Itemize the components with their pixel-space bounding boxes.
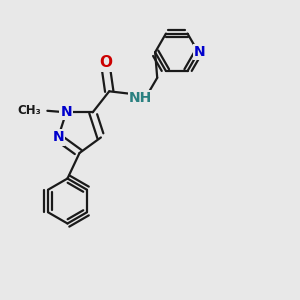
Text: CH₃: CH₃: [17, 104, 41, 117]
Text: O: O: [100, 55, 113, 70]
Text: N: N: [52, 130, 64, 145]
Text: NH: NH: [129, 91, 152, 105]
Text: N: N: [194, 45, 206, 59]
Text: N: N: [61, 105, 72, 119]
